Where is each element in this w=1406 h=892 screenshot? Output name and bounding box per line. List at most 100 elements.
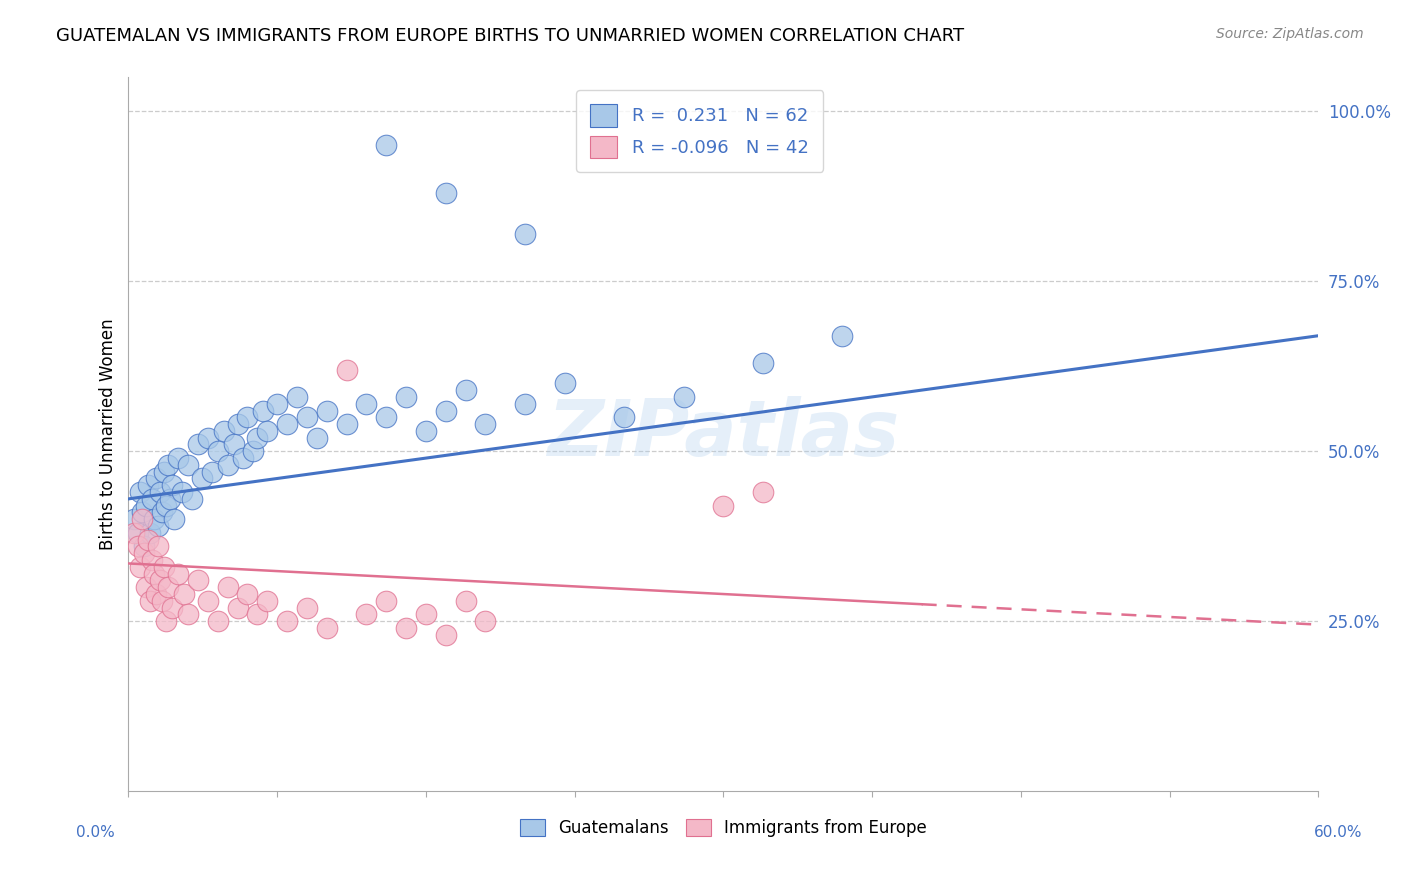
- Point: [131, 506, 153, 520]
- Point: [167, 451, 190, 466]
- Point: [155, 499, 177, 513]
- Point: [143, 512, 166, 526]
- Point: [135, 499, 157, 513]
- Text: 0.0%: 0.0%: [76, 825, 115, 839]
- Point: [127, 540, 149, 554]
- Point: [127, 525, 149, 540]
- Point: [160, 478, 183, 492]
- Y-axis label: Births to Unmarried Women: Births to Unmarried Women: [100, 318, 117, 550]
- Point: [276, 614, 298, 628]
- Point: [672, 390, 695, 404]
- Point: [434, 403, 457, 417]
- Point: [153, 559, 176, 574]
- Point: [207, 614, 229, 628]
- Point: [124, 512, 146, 526]
- Point: [173, 587, 195, 601]
- Text: GUATEMALAN VS IMMIGRANTS FROM EUROPE BIRTHS TO UNMARRIED WOMEN CORRELATION CHART: GUATEMALAN VS IMMIGRANTS FROM EUROPE BIR…: [56, 27, 965, 45]
- Point: [201, 465, 224, 479]
- Point: [295, 600, 318, 615]
- Point: [141, 553, 163, 567]
- Point: [191, 471, 214, 485]
- Point: [236, 587, 259, 601]
- Point: [454, 383, 477, 397]
- Point: [246, 431, 269, 445]
- Point: [356, 607, 378, 622]
- Point: [415, 424, 437, 438]
- Point: [434, 186, 457, 200]
- Point: [131, 512, 153, 526]
- Point: [124, 525, 146, 540]
- Point: [222, 437, 245, 451]
- Point: [134, 546, 156, 560]
- Point: [315, 621, 337, 635]
- Point: [375, 138, 398, 153]
- Point: [212, 424, 235, 438]
- Point: [711, 499, 734, 513]
- Point: [513, 397, 536, 411]
- Point: [831, 328, 853, 343]
- Point: [752, 485, 775, 500]
- Point: [134, 540, 156, 554]
- Point: [197, 431, 219, 445]
- Point: [160, 600, 183, 615]
- Point: [145, 587, 167, 601]
- Point: [226, 600, 249, 615]
- Point: [181, 491, 204, 506]
- Point: [242, 444, 264, 458]
- Point: [395, 621, 418, 635]
- Point: [148, 519, 170, 533]
- Point: [276, 417, 298, 431]
- Point: [474, 417, 496, 431]
- Point: [149, 485, 172, 500]
- Point: [150, 506, 173, 520]
- Point: [415, 607, 437, 622]
- Point: [236, 410, 259, 425]
- Point: [752, 356, 775, 370]
- Point: [226, 417, 249, 431]
- Point: [155, 614, 177, 628]
- Point: [356, 397, 378, 411]
- Point: [613, 410, 636, 425]
- Point: [141, 491, 163, 506]
- Point: [149, 574, 172, 588]
- Point: [136, 478, 159, 492]
- Point: [336, 362, 359, 376]
- Point: [150, 594, 173, 608]
- Point: [135, 580, 157, 594]
- Point: [167, 566, 190, 581]
- Point: [129, 485, 152, 500]
- Point: [136, 533, 159, 547]
- Point: [163, 512, 186, 526]
- Point: [207, 444, 229, 458]
- Text: ZIPatlas: ZIPatlas: [547, 396, 900, 472]
- Point: [187, 437, 209, 451]
- Point: [187, 574, 209, 588]
- Point: [177, 607, 200, 622]
- Legend: R =  0.231   N = 62, R = -0.096   N = 42: R = 0.231 N = 62, R = -0.096 N = 42: [576, 90, 824, 172]
- Point: [256, 424, 278, 438]
- Point: [170, 485, 193, 500]
- Point: [513, 227, 536, 241]
- Point: [375, 594, 398, 608]
- Point: [266, 397, 288, 411]
- Point: [285, 390, 308, 404]
- Point: [139, 525, 162, 540]
- Point: [252, 403, 274, 417]
- Point: [232, 451, 254, 466]
- Point: [246, 607, 269, 622]
- Point: [129, 559, 152, 574]
- Point: [454, 594, 477, 608]
- Point: [217, 580, 239, 594]
- Point: [295, 410, 318, 425]
- Text: Source: ZipAtlas.com: Source: ZipAtlas.com: [1216, 27, 1364, 41]
- Point: [434, 628, 457, 642]
- Point: [336, 417, 359, 431]
- Point: [474, 614, 496, 628]
- Point: [554, 376, 576, 391]
- Point: [143, 566, 166, 581]
- Point: [177, 458, 200, 472]
- Point: [256, 594, 278, 608]
- Point: [145, 471, 167, 485]
- Point: [153, 465, 176, 479]
- Point: [375, 410, 398, 425]
